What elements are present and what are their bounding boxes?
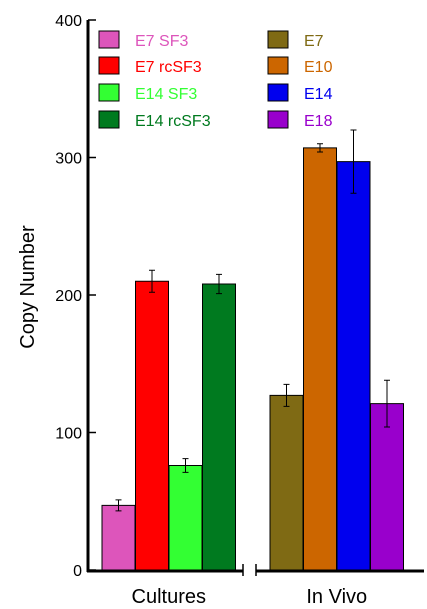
legend-swatch xyxy=(267,56,289,75)
y-tick-label: 100 xyxy=(55,426,82,443)
bar xyxy=(303,147,337,571)
legend: E7 SF3 E7 rcSF3 E14 SF3 E14 rcSF3 E7 E10 E14 E1… xyxy=(98,30,333,130)
bar xyxy=(336,161,371,571)
legend-swatch xyxy=(98,83,120,102)
y-tick-label: 0 xyxy=(73,563,82,580)
legend-label: E10 xyxy=(304,59,333,76)
y-axis-title: Copy Number xyxy=(17,225,39,349)
y-tick-label: 200 xyxy=(55,288,82,305)
bar xyxy=(370,403,404,571)
legend-swatch xyxy=(98,30,120,49)
legend-label: E18 xyxy=(304,113,333,130)
bar xyxy=(135,280,169,571)
legend-label: E14 rcSF3 xyxy=(135,113,211,130)
y-tick-label: 400 xyxy=(55,13,82,30)
x-group-label: Cultures xyxy=(132,586,206,608)
axes: 0 100 200 300 400 Cultures In Vivo xyxy=(55,13,424,608)
legend-swatch xyxy=(98,110,120,129)
legend-label: E7 rcSF3 xyxy=(135,59,202,76)
y-tick-label: 300 xyxy=(55,151,82,168)
legend-label: E7 xyxy=(304,33,324,50)
bar xyxy=(101,504,136,571)
bar xyxy=(202,283,236,571)
bar xyxy=(168,465,203,571)
bar xyxy=(269,394,304,571)
legend-swatch xyxy=(267,110,289,129)
bars xyxy=(101,129,404,571)
legend-label: E14 xyxy=(304,86,333,103)
x-group-label: In Vivo xyxy=(306,586,367,608)
legend-label: E14 SF3 xyxy=(135,86,197,103)
legend-label: E7 SF3 xyxy=(135,33,188,50)
legend-swatch xyxy=(267,83,289,102)
legend-swatch xyxy=(267,30,289,49)
legend-swatch xyxy=(98,56,120,75)
